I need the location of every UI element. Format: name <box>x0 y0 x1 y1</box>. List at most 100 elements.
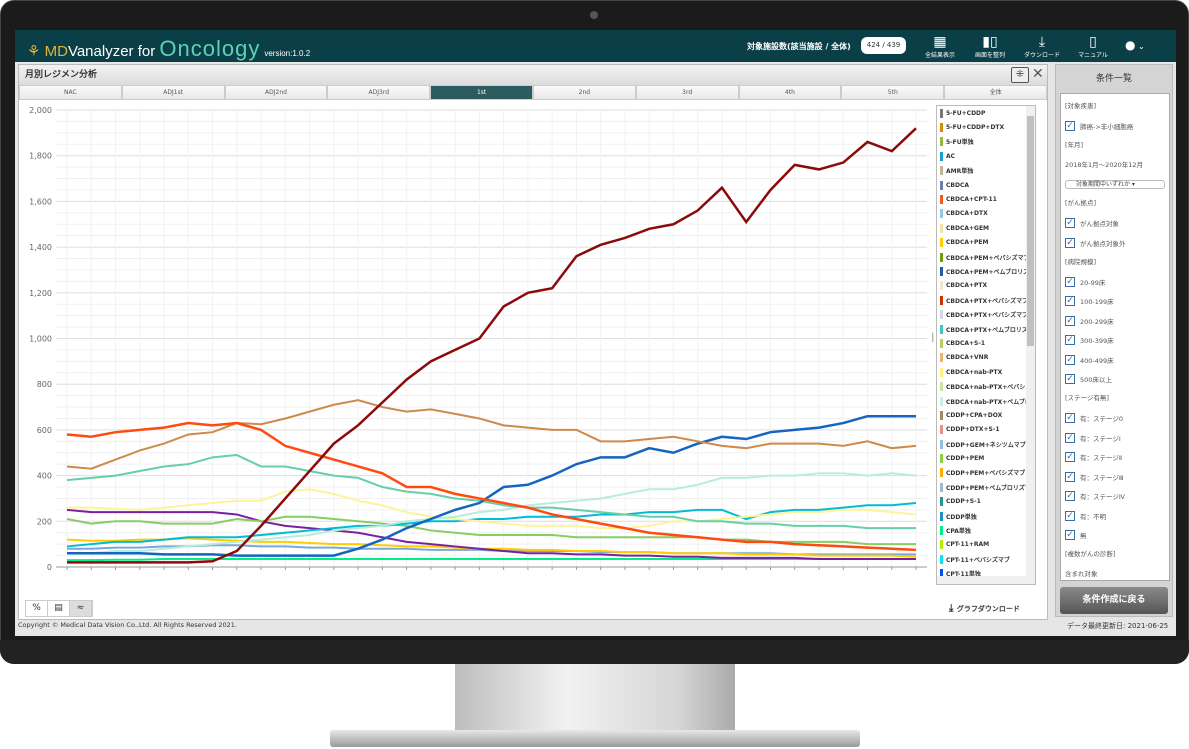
legend-label: CBDCA <box>946 181 970 189</box>
checkbox-icon: ✓ <box>1065 276 1075 287</box>
tab-1st[interactable]: 1st <box>430 85 533 100</box>
legend-swatch <box>940 497 943 507</box>
checkbox-icon: ✓ <box>1065 374 1075 385</box>
legend-swatch <box>940 238 943 248</box>
legend-item[interactable]: CDDP単独 <box>937 509 1035 523</box>
series-line <box>66 502 917 548</box>
condition-checkbox[interactable]: ✓ がん拠点対象外 <box>1065 233 1165 253</box>
condition-checkbox[interactable]: ✓ 有：ステージ0 <box>1065 409 1165 429</box>
legend-item[interactable]: CBDCA+nab-PTX+ペムブロリズ <box>937 394 1035 408</box>
tab-adj3rd[interactable]: ADJ3rd <box>327 85 431 100</box>
legend-item[interactable]: CPT-11単独 <box>937 567 1035 581</box>
legend-label: CBDCA+nab-PTX <box>946 368 1003 376</box>
checkbox-icon: ✓ <box>1065 296 1075 307</box>
condition-checkbox[interactable]: ✓ 500床以上 <box>1065 370 1165 390</box>
app-header: ⚘ MDVanalyzer for Oncology version:1.0.2 … <box>15 30 1176 62</box>
condition-checkbox[interactable]: ✓ 有：不明 <box>1065 506 1165 526</box>
condition-checkbox[interactable]: ✓ がん拠点対象 <box>1065 214 1165 234</box>
legend-item[interactable]: CBDCA+S-1 <box>937 336 1035 350</box>
legend-item[interactable]: CBDCA+DTX <box>937 207 1035 221</box>
legend-item[interactable]: CBDCA+nab-PTX+ベバシズマブ <box>937 379 1035 393</box>
legend-hscrollbar[interactable] <box>937 576 1035 584</box>
y-tick-label: 1,200 <box>29 289 52 298</box>
legend-item[interactable]: CDDP+PEM+ベバシズマブ <box>937 466 1035 480</box>
condition-checkbox[interactable]: ✓ 有：ステージⅢ <box>1065 467 1165 487</box>
legend-item[interactable]: CDDP+GEM+ネシツムマブ <box>937 437 1035 451</box>
checkbox-label: 有：ステージⅢ <box>1080 473 1124 482</box>
arrange-screen-button[interactable]: ▮▯ 画面を整列 <box>965 34 1015 59</box>
legend-item[interactable]: CBDCA+VNR <box>937 351 1035 365</box>
legend-swatch <box>940 166 943 176</box>
condition-checkbox[interactable]: ✓ 有：ステージⅡ <box>1065 448 1165 468</box>
legend-item[interactable]: CBDCA+PTX+ベバシズマブ <box>937 293 1035 307</box>
graph-download-button[interactable]: ⤓ グラフダウンロード <box>949 603 1020 614</box>
collapse-button[interactable]: ⁜ <box>1011 67 1029 83</box>
period-select[interactable]: 対象期間中いずれか ▾ <box>1065 180 1165 189</box>
legend-item[interactable]: CBDCA <box>937 178 1035 192</box>
scroll-thumb[interactable] <box>1027 116 1034 346</box>
legend-item[interactable]: CBDCA+PEM <box>937 236 1035 250</box>
line-tabs: NAC ADJ1st ADJ2nd ADJ3rd 1st 2nd 3rd 4th 5th 全体 <box>19 85 1047 100</box>
checkbox-icon: ✓ <box>1065 432 1075 443</box>
legend-item[interactable]: 5-FU+CDDP+DTX <box>937 120 1035 134</box>
tab-adj1st[interactable]: ADJ1st <box>121 85 225 100</box>
tab-2nd[interactable]: 2nd <box>532 85 636 100</box>
condition-checkbox[interactable]: ✓ 20-99床 <box>1065 272 1165 292</box>
checkbox-label: 有：不明 <box>1080 512 1106 521</box>
legend-item[interactable]: CBDCA+PTX+ペムブロリズマブ <box>937 322 1035 336</box>
condition-checkbox[interactable]: ✓ 300-399床 <box>1065 331 1165 351</box>
condition-checkbox[interactable]: ✓ 有：ステージⅣ <box>1065 487 1165 507</box>
manual-button[interactable]: ▯ マニュアル <box>1068 34 1118 59</box>
download-icon: ⤓ <box>1038 34 1046 50</box>
checkbox-icon: ✓ <box>1065 471 1075 482</box>
condition-checkbox[interactable]: ✓ 肺癌->非小細胞癌 <box>1065 117 1165 137</box>
download-button[interactable]: ⤓ ダウンロード <box>1017 34 1067 59</box>
legend-item[interactable]: CDDP+PEM <box>937 451 1035 465</box>
legend-item[interactable]: CPT-11+RAM <box>937 538 1035 552</box>
legend-scrollbar[interactable] <box>1026 106 1035 576</box>
checkbox-icon: ✓ <box>1065 335 1075 346</box>
legend-label: CBDCA+nab-PTX+ベバシズマブ <box>946 384 1036 392</box>
chart-view-button[interactable]: ≈ <box>70 601 92 616</box>
legend-item[interactable]: CBDCA+nab-PTX <box>937 365 1035 379</box>
tab-nac[interactable]: NAC <box>19 85 122 100</box>
legend-item[interactable]: CBDCA+GEM <box>937 221 1035 235</box>
tab-5th[interactable]: 5th <box>841 85 945 100</box>
legend-item[interactable]: CDDP+CPA+DOX <box>937 408 1035 422</box>
close-button[interactable]: ✕ <box>1032 66 1044 82</box>
legend-item[interactable]: CBDCA+PEM+ペムブロリズマブ <box>937 264 1035 278</box>
legend-swatch <box>940 209 943 219</box>
condition-checkbox[interactable]: ✓ 100-199床 <box>1065 292 1165 312</box>
tab-4th[interactable]: 4th <box>738 85 842 100</box>
legend-item[interactable]: CPT-11+ベバシズマブ <box>937 552 1035 566</box>
legend-swatch <box>940 526 943 536</box>
legend-item[interactable]: AMR単独 <box>937 164 1035 178</box>
legend-item[interactable]: 5-FU単独 <box>937 135 1035 149</box>
condition-heading: [対象疾患] <box>1065 102 1097 110</box>
legend-swatch <box>940 252 943 262</box>
condition-checkbox[interactable]: ✓ 400-499床 <box>1065 350 1165 370</box>
legend-item[interactable]: CDDP+S-1 <box>937 495 1035 509</box>
y-tick-label: 1,600 <box>29 197 52 206</box>
user-menu[interactable]: ● ⌄ <box>1125 38 1145 52</box>
tab-adj2nd[interactable]: ADJ2nd <box>224 85 328 100</box>
conditions-list[interactable]: [対象疾患] ✓ 肺癌->非小細胞癌 [年月] 2018年1月～2020年12月 対象期間… <box>1060 93 1170 581</box>
legend-item[interactable]: AC <box>937 149 1035 163</box>
legend-item[interactable]: CPA単独 <box>937 523 1035 537</box>
legend-item[interactable]: CBDCA+PTX+ベバシズマブ+ア <box>937 307 1035 321</box>
back-to-conditions-button[interactable]: 条件作成に戻る <box>1060 587 1168 614</box>
legend-item[interactable]: CBDCA+PTX <box>937 279 1035 293</box>
legend-item[interactable]: CBDCA+CPT-11 <box>937 192 1035 206</box>
legend-item[interactable]: CBDCA+PEM+ベバシズマブ <box>937 250 1035 264</box>
condition-checkbox[interactable]: ✓ 200-299床 <box>1065 311 1165 331</box>
show-all-results-button[interactable]: ▦ 全結果表示 <box>915 34 965 59</box>
tab-3rd[interactable]: 3rd <box>635 85 739 100</box>
legend-item[interactable]: CDDP+PEM+ペムブロリズマブ <box>937 480 1035 494</box>
legend-item[interactable]: 5-FU+CDDP <box>937 106 1035 120</box>
tab-全体[interactable]: 全体 <box>944 85 1047 100</box>
table-view-button[interactable]: ▤ <box>48 601 70 616</box>
percent-view-button[interactable]: % <box>26 601 48 616</box>
condition-checkbox[interactable]: ✓ 有：ステージⅠ <box>1065 428 1165 448</box>
condition-checkbox[interactable]: ✓ 無 <box>1065 526 1165 546</box>
legend-item[interactable]: CDDP+DTX+S-1 <box>937 423 1035 437</box>
